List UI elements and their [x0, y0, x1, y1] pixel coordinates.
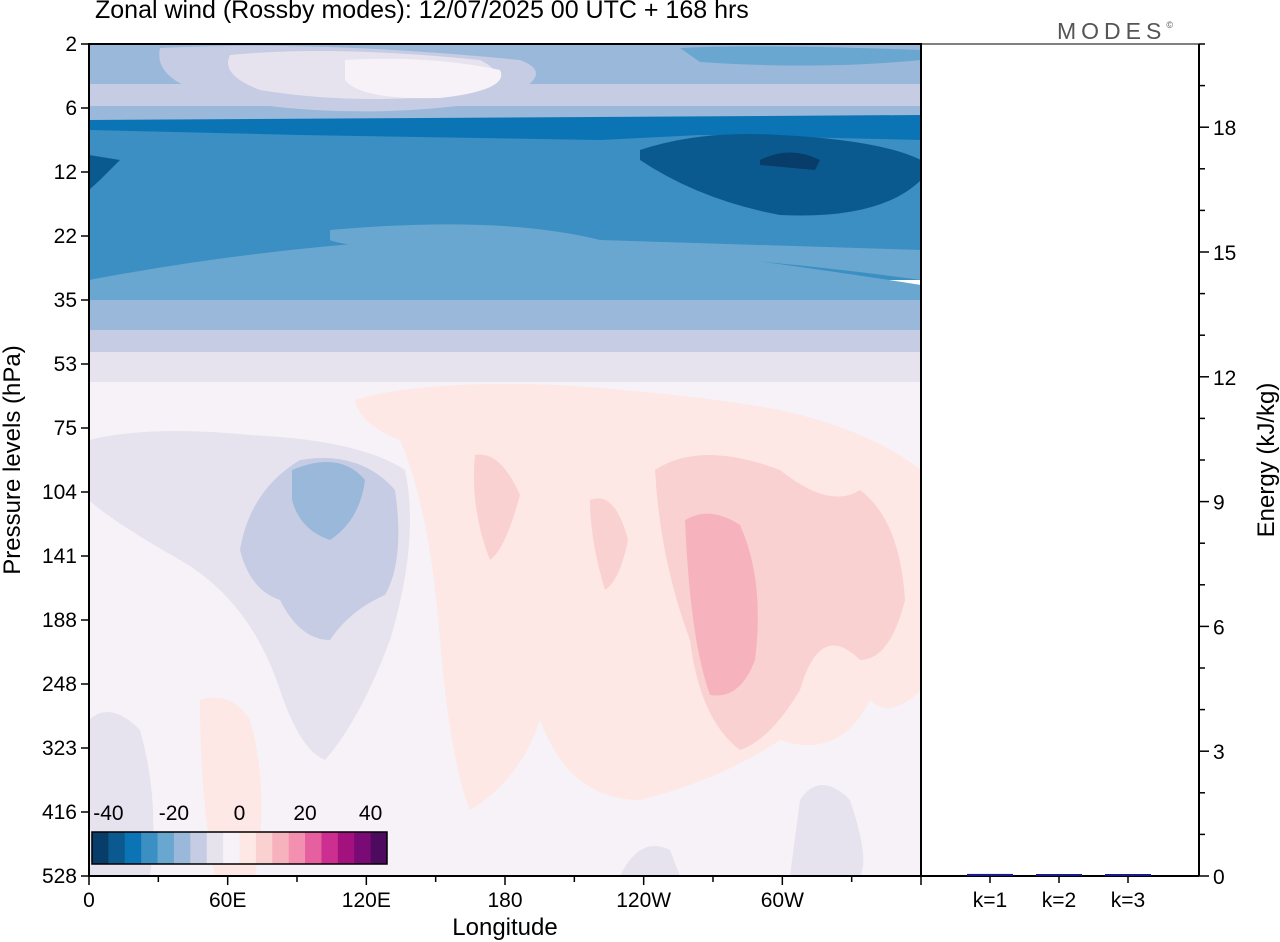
- colorbar-swatch: [141, 832, 159, 864]
- longitude-axis: 0 60E 120E 180 120W 60W: [83, 876, 922, 912]
- colorbar-label: 20: [293, 802, 316, 825]
- colorbar-swatch: [223, 832, 240, 864]
- colorbar-label: -40: [93, 802, 123, 825]
- colorbar-swatch: [92, 832, 109, 864]
- y-tick-label: 22: [54, 225, 77, 248]
- y-tick-label: 323: [42, 737, 77, 760]
- energy-tick-label: 18: [1213, 117, 1236, 140]
- energy-bar: [1036, 874, 1082, 876]
- x-tick-label: 60W: [761, 889, 804, 912]
- y-tick-label: 53: [54, 353, 77, 376]
- energy-tick-label: 6: [1213, 616, 1225, 639]
- colorbar: -40 -20 0 20 40: [91, 802, 388, 865]
- colorbar-label: 0: [234, 802, 246, 825]
- colorbar-swatch: [370, 832, 388, 864]
- colorbar-swatch: [190, 832, 208, 864]
- x-axis-title: Longitude: [452, 914, 557, 941]
- energy-tick-label: 9: [1213, 492, 1225, 515]
- colorbar-label: -20: [159, 802, 189, 825]
- colorbar-swatch: [288, 832, 306, 864]
- colorbar-swatch: [173, 832, 191, 864]
- energy-cat-label: k=2: [1042, 889, 1076, 912]
- colorbar-swatch: [255, 832, 273, 864]
- energy-cat-label: k=3: [1111, 889, 1145, 912]
- colorbar-label: 40: [359, 802, 382, 825]
- colorbar-swatch: [272, 832, 290, 864]
- y-tick-label: 141: [42, 545, 77, 568]
- y-tick-label: 528: [42, 865, 77, 888]
- colorbar-swatch: [124, 832, 142, 864]
- x-tick-label: 120E: [342, 889, 391, 912]
- y-tick-label: 75: [54, 417, 77, 440]
- y-axis-title: Pressure levels (hPa): [0, 345, 26, 574]
- wind-contour-field: [89, 44, 921, 876]
- y-tick-label: 248: [42, 673, 77, 696]
- energy-tick-label: 15: [1213, 242, 1236, 265]
- energy-panel: 0 3 6 9 12 15 18 k=1 k=2 k=3: [921, 43, 1236, 912]
- x-tick-label: 0: [83, 889, 95, 912]
- y-tick-label: 104: [42, 481, 77, 504]
- chart-title: Zonal wind (Rossby modes): 12/07/2025 00…: [95, 0, 749, 24]
- energy-tick-label: 3: [1213, 741, 1225, 764]
- energy-tick-label: 0: [1213, 866, 1225, 889]
- modes-logo: MODES©: [1057, 18, 1173, 44]
- y-tick-label: 416: [42, 801, 77, 824]
- y-tick-label: 12: [54, 161, 77, 184]
- colorbar-swatch: [337, 832, 355, 864]
- energy-cat-label: k=1: [973, 889, 1007, 912]
- colorbar-swatch: [305, 832, 322, 864]
- y-tick-label: 35: [54, 289, 77, 312]
- y-tick-label: 188: [42, 609, 77, 632]
- colorbar-swatch: [354, 832, 372, 864]
- colorbar-swatch: [108, 832, 126, 864]
- y-tick-label: 2: [65, 33, 77, 56]
- energy-bar: [1105, 874, 1151, 876]
- energy-bar: [967, 873, 1013, 876]
- energy-axis-title: Energy (kJ/kg): [1253, 383, 1280, 538]
- x-tick-label: 60E: [209, 889, 246, 912]
- colorbar-swatch: [206, 832, 224, 864]
- colorbar-swatch: [321, 832, 339, 864]
- x-tick-label: 180: [487, 889, 522, 912]
- energy-tick-label: 12: [1213, 367, 1236, 390]
- pressure-axis: 2 6 12 22 35 53 75 104 141 188 248 323 416 528: [42, 33, 89, 888]
- y-tick-label: 6: [65, 97, 77, 120]
- colorbar-swatch: [157, 832, 175, 864]
- x-tick-label: 120W: [616, 889, 671, 912]
- colorbar-swatch: [239, 832, 257, 864]
